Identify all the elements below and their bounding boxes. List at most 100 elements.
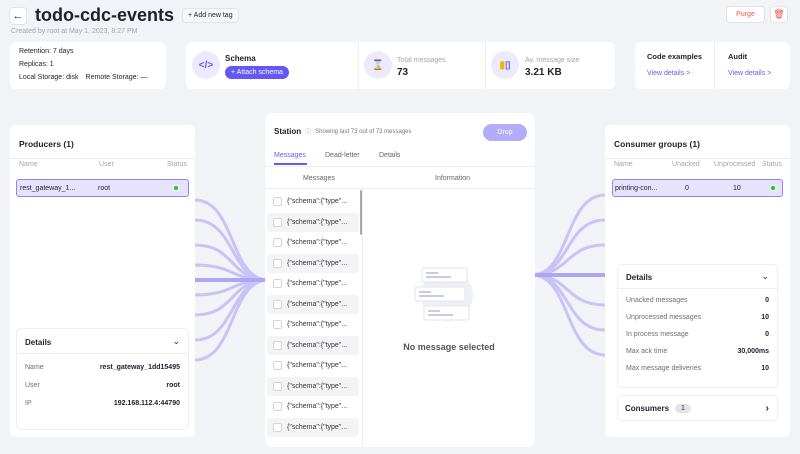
message-checkbox[interactable] [273, 279, 282, 288]
storage-row: Local Storage: disk Remote Storage: — [19, 74, 147, 81]
message-item[interactable]: {"schema":{"type"... [267, 315, 359, 334]
detail-key: Unprocessed messages [626, 314, 702, 321]
remote-storage: Remote Storage: — [85, 74, 148, 81]
message-preview: {"schema":{"type"... [287, 239, 348, 246]
message-item[interactable]: {"schema":{"type"... [267, 397, 359, 416]
consumer-group-row[interactable]: printing-con... 0 10 [612, 179, 783, 197]
message-preview: {"schema":{"type"... [287, 259, 348, 267]
message-checkbox[interactable] [273, 422, 282, 432]
consumer-groups-panel: Consumer groups (1) Name Unacked Unproce… [605, 125, 790, 437]
attach-schema-button[interactable]: + Attach schema [225, 66, 289, 79]
message-item[interactable]: {"schema":{"type"... [267, 356, 359, 375]
col-status: Status [167, 161, 187, 168]
producer-row[interactable]: rest_gateway_1... root [16, 179, 189, 197]
drop-button[interactable]: Drop [483, 124, 527, 141]
status-indicator [769, 184, 777, 192]
col-unacked: Unacked [672, 161, 700, 168]
audit-title: Audit [728, 52, 748, 61]
add-tag-button[interactable]: + Add new tag [182, 8, 239, 23]
detail-key: Max ack time [626, 348, 668, 355]
purge-button[interactable]: Purge [726, 6, 765, 23]
message-preview: {"schema":{"type"... [287, 403, 348, 410]
message-item[interactable]: {"schema":{"type"... [267, 417, 359, 437]
message-item[interactable]: {"schema":{"type"... [267, 376, 359, 396]
message-checkbox[interactable] [273, 217, 282, 227]
producer-user: root [98, 184, 111, 192]
message-item[interactable]: {"schema":{"type"... [267, 192, 359, 211]
consumer-flow-lines [531, 193, 606, 357]
info-icon: ⓘ [305, 130, 312, 136]
links-card: Code examples View details > Audit View … [635, 42, 790, 89]
message-item[interactable]: {"schema":{"type"... [267, 212, 359, 232]
tab-dead-letter[interactable]: Dead-letter [325, 152, 360, 159]
details-title: Details [626, 273, 653, 282]
total-messages-label: Total messages [397, 57, 446, 64]
code-examples-title: Code examples [647, 52, 703, 61]
message-checkbox[interactable] [273, 258, 282, 268]
arrow-left-icon: ← [12, 10, 24, 22]
code-icon: </> [192, 51, 220, 79]
back-button[interactable]: ← [9, 7, 27, 25]
producers-panel: Producers (1) Name User Status rest_gate… [10, 125, 195, 437]
unprocessed-count: 10 [733, 184, 741, 192]
detail-value: 10 [761, 314, 769, 321]
showing-count: Showing last 73 out of 73 messages [315, 128, 412, 135]
producer-flow-lines [194, 198, 269, 362]
stats-card: </> Schema + Attach schema ⌛ Total messa… [186, 42, 615, 89]
message-item[interactable]: {"schema":{"type"... [267, 294, 359, 314]
retention: Retention: 7 days [19, 48, 74, 55]
col-information: Information [435, 175, 471, 182]
col-user: User [99, 161, 114, 168]
total-messages-value: 73 [397, 67, 409, 78]
message-preview: {"schema":{"type"... [287, 280, 348, 287]
status-indicator [172, 184, 180, 192]
details-title: Details [25, 338, 52, 347]
message-preview: {"schema":{"type"... [287, 218, 348, 226]
empty-messages-illustration [414, 267, 473, 321]
tab-messages[interactable]: Messages [274, 152, 306, 159]
message-item[interactable]: {"schema":{"type"... [267, 335, 359, 355]
col-unprocessed: Unprocessed [714, 161, 756, 168]
message-item[interactable]: {"schema":{"type"... [267, 253, 359, 273]
message-checkbox[interactable] [273, 361, 282, 370]
col-status: Status [762, 161, 782, 168]
chevron-down-icon[interactable]: ⌄ [761, 271, 769, 281]
size-icon: ▮ ▯ [491, 51, 519, 79]
message-checkbox[interactable] [273, 381, 282, 391]
detail-value: 0 [765, 331, 769, 338]
consumers-toggle[interactable]: Consumers 1 › [617, 395, 778, 421]
detail-ip: IP 192.168.112.4:44790 [25, 400, 180, 407]
detail-value: 10 [761, 365, 769, 372]
audit-link[interactable]: View details > [728, 70, 772, 77]
station-header: Station ⓘ Showing last 73 out of 73 mess… [274, 127, 412, 136]
consumer-groups-title: Consumer groups (1) [614, 139, 700, 149]
message-item[interactable]: {"schema":{"type"... [267, 274, 359, 293]
message-checkbox[interactable] [273, 402, 282, 411]
message-preview: {"schema":{"type"... [287, 341, 348, 349]
col-messages: Messages [303, 175, 335, 182]
message-checkbox[interactable] [273, 320, 282, 329]
chevron-down-icon[interactable]: ⌄ [172, 336, 180, 346]
detail-key: Unacked messages [626, 297, 688, 304]
tab-details[interactable]: Details [379, 152, 401, 159]
replicas: Replicas: 1 [19, 61, 54, 68]
message-list: {"schema":{"type"... {"schema":{"type"...… [265, 189, 361, 447]
message-preview: {"schema":{"type"... [287, 382, 348, 390]
producers-title: Producers (1) [19, 139, 74, 149]
avg-size-label: Av. message size [525, 57, 580, 64]
message-checkbox[interactable] [273, 238, 282, 247]
delete-button[interactable]: 🗑 [770, 6, 788, 23]
detail-value: 30,000ms [737, 348, 769, 355]
message-item[interactable]: {"schema":{"type"... [267, 233, 359, 252]
message-checkbox[interactable] [273, 197, 282, 206]
consumer-group-name: printing-con... [615, 184, 658, 192]
col-name: Name [19, 161, 38, 168]
message-checkbox[interactable] [273, 299, 282, 309]
message-checkbox[interactable] [273, 340, 282, 350]
schema-title: Schema [225, 54, 256, 63]
station-info-card: Retention: 7 days Replicas: 1 Local Stor… [10, 42, 166, 89]
station-title: Station [274, 127, 302, 136]
code-examples-link[interactable]: View details > [647, 70, 691, 77]
consumer-details: Details ⌄ Unacked messages 0 Unprocessed … [617, 264, 778, 388]
scrollbar[interactable] [360, 190, 362, 235]
